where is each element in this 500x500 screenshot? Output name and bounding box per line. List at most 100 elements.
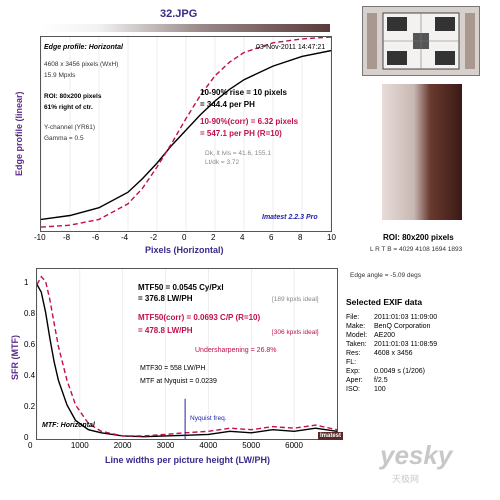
mtf-ytick-label: 0.2	[24, 402, 36, 412]
edge-xtick-label: 4	[240, 233, 245, 242]
corr-line-2: = 547.1 per PH (R=10)	[200, 129, 282, 138]
exif-row: Exp: 0.0049 s (1/206)	[346, 367, 437, 376]
edge-timestamp: 03-Nov-2011 14:47:21	[256, 44, 326, 51]
exif-value: 2011:01:03 11:08:59	[374, 341, 438, 348]
corr-line-1: 10-90%(corr) = 6.32 pixels	[200, 117, 299, 126]
mtf-xtick-label: 6000	[285, 441, 303, 450]
exif-value: 2011:01:03 11:09:00	[374, 314, 438, 321]
mtf-svg	[37, 269, 337, 439]
edge-xtick-label: -6	[92, 233, 100, 242]
exif-row: Res: 4608 x 3456	[346, 349, 437, 358]
edge-xtick-label: -10	[34, 233, 46, 242]
version-label: Imatest 2.2.3 Pro	[262, 214, 318, 221]
mtf-ytick-label: 0	[24, 433, 29, 442]
mtf-heading: MTF: Horizontal	[42, 422, 95, 429]
rise-line-1: 10-90% rise = 10 pixels	[200, 88, 287, 97]
info-line-2: 15.9 Mpxls	[44, 72, 76, 79]
edge-xtick-label: -2	[150, 233, 158, 242]
mtf50-line-1: MTF50 = 0.0545 Cy/Pxl	[138, 283, 224, 292]
chart-thumbnail-svg	[367, 12, 475, 70]
edge-xtick-label: 8	[298, 233, 303, 242]
exif-value: BenQ Corporation	[374, 323, 431, 330]
undersharpening-label: Undersharpening = 26.8%	[195, 347, 277, 354]
edge-gradient-strip	[40, 24, 330, 32]
series-line-0	[41, 49, 331, 221]
edge-xtick-label: 0	[182, 233, 187, 242]
mtf50corr-line-1: MTF50(corr) = 0.0693 C/P (R=10)	[138, 313, 261, 322]
exif-key: ISO:	[346, 386, 361, 393]
exif-key: Aper:	[346, 377, 363, 384]
mtf-ylabel: SFR (MTF)	[10, 335, 20, 380]
rise-line-2: = 344.4 per PH	[200, 100, 255, 109]
exif-row: File: 2011:01:03 11:09:00	[346, 313, 437, 322]
mtf-xtick-label: 4000	[199, 441, 218, 450]
mtf-xtick-label: 0	[28, 441, 33, 450]
exif-value: 0.0049 s (1/206)	[374, 368, 425, 375]
exif-value: 4608 x 3456	[374, 350, 413, 357]
exif-key: Res:	[346, 350, 361, 357]
mtf-ytick-label: 1	[24, 278, 29, 288]
roi-title: ROI: 80x200 pixels	[383, 233, 454, 242]
mtf-xtick-label: 5000	[242, 441, 261, 450]
channel-line-2: Gamma = 0.5	[44, 135, 84, 142]
mtf-xtick-label: 3000	[156, 441, 175, 450]
exif-row: Taken: 2011:01:03 11:08:59	[346, 340, 437, 349]
exif-key: File:	[346, 314, 360, 321]
edge-xtick-label: 6	[269, 233, 274, 242]
nyquist-label: Nyquist freq.	[190, 415, 227, 422]
roi-line-2: 61% right of ctr.	[44, 104, 93, 111]
mtf30-label: MTF30 = 558 LW/PH	[140, 365, 206, 372]
edge-xtick-label: 10	[327, 233, 336, 242]
levels-line-2: Lt/dk = 3.72	[205, 159, 240, 166]
exif-value: f/2.5	[374, 377, 388, 384]
exif-value: 100	[374, 386, 386, 393]
watermark: yesky	[380, 440, 453, 470]
mtf50-line-2: = 376.8 LW/PH	[138, 294, 193, 303]
page-title: 32.JPG	[160, 8, 198, 20]
info-line-1: 4608 x 3456 pixels (WxH)	[44, 61, 119, 68]
edge-xtick-label: -4	[121, 233, 129, 242]
edge-xlabel: Pixels (Horizontal)	[145, 245, 224, 255]
roi-lrtb: L R T B = 4029 4108 1694 1893	[370, 246, 463, 253]
mtf-xtick-label: 1000	[70, 441, 89, 450]
watermark-sub: 天极网	[392, 474, 420, 484]
edge-xtick-label: -8	[63, 233, 71, 242]
exif-title: Selected EXIF data	[346, 297, 423, 307]
mtf-plot	[36, 268, 338, 440]
exif-row: Model: AE200	[346, 331, 437, 340]
edge-heading: Edge profile: Horizontal	[44, 44, 123, 51]
exif-row: Make: BenQ Corporation	[346, 322, 437, 331]
exif-key: Exp:	[346, 368, 361, 375]
exif-table: File: 2011:01:03 11:09:00 Make: BenQ Corpo…	[346, 313, 437, 394]
mtf-xlabel: Line widths per picture height (LW/PH)	[105, 455, 271, 465]
series-line-1	[41, 37, 331, 228]
exif-value: AE200	[374, 332, 396, 339]
channel-line-1: Y-channel (YR61)	[44, 124, 96, 131]
chart-thumbnail	[362, 6, 480, 76]
edge-profile-svg	[41, 37, 331, 231]
mtf-ytick-label: 0.6	[24, 340, 36, 350]
roi-crop-image	[382, 84, 462, 220]
mtf-xtick-label: 2000	[113, 441, 132, 450]
edge-angle: Edge angle = -5.09 degs	[350, 272, 422, 279]
exif-key: Taken:	[346, 341, 367, 348]
levels-line-1: Dk, lt lvls = 41.6, 155.1	[205, 150, 271, 157]
edge-ylabel: Edge profile (linear)	[14, 91, 24, 176]
mtf-ytick-label: 0.8	[24, 309, 36, 319]
mtf50-ideal: [189 kpxls ideal]	[272, 296, 319, 303]
exif-row: ISO: 100	[346, 385, 437, 394]
imatest-logo: Imatest	[318, 432, 344, 440]
exif-key: Model:	[346, 332, 368, 339]
edge-profile-plot	[40, 36, 332, 232]
mtf-ytick-label: 0.4	[24, 371, 36, 381]
mtf50corr-ideal: [306 kpxls ideal]	[272, 329, 319, 336]
mtf50corr-line-2: = 478.8 LW/PH	[138, 326, 193, 335]
exif-key: FL:	[346, 359, 357, 366]
mtf-nyquist-label: MTF at Nyquist = 0.0239	[140, 378, 217, 385]
exif-key: Make:	[346, 323, 366, 330]
edge-xtick-label: 2	[211, 233, 216, 242]
exif-row: FL:	[346, 358, 437, 367]
series-line-1	[37, 275, 337, 437]
roi-line-1: ROI: 80x200 pixels	[44, 93, 102, 100]
exif-row: Aper: f/2.5	[346, 376, 437, 385]
